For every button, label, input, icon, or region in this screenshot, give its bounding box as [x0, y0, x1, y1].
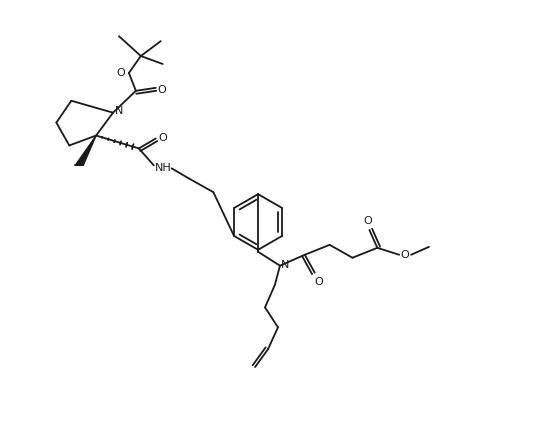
- Text: O: O: [157, 85, 166, 95]
- Text: O: O: [363, 216, 372, 226]
- Text: O: O: [159, 132, 167, 142]
- Text: O: O: [401, 250, 409, 260]
- Text: N: N: [115, 106, 123, 116]
- Text: O: O: [314, 277, 323, 287]
- Text: O: O: [117, 68, 125, 78]
- Polygon shape: [75, 135, 96, 165]
- Text: NH: NH: [155, 163, 172, 173]
- Text: N: N: [281, 260, 289, 270]
